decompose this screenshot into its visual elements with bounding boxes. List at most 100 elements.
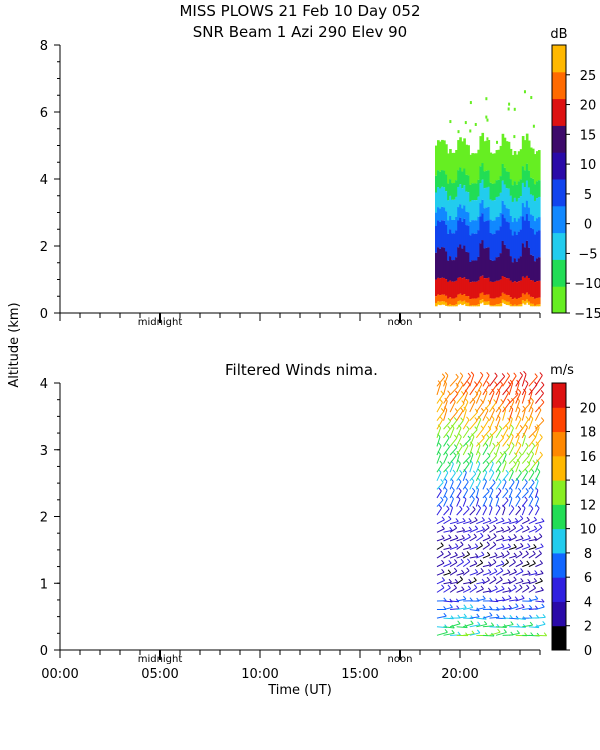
heatmap-cell <box>509 195 513 216</box>
wind-barb <box>535 623 546 628</box>
heatmap-cell <box>499 253 503 280</box>
heatmap-cell <box>513 281 517 298</box>
wind-barb <box>495 384 504 396</box>
colorbar-tick-label: 18 <box>580 426 597 441</box>
wind-barb <box>463 633 475 636</box>
heatmap-cell <box>459 244 462 278</box>
wind-barb <box>495 471 501 481</box>
wind-barb-flag <box>540 586 544 591</box>
wind-barb <box>528 538 537 542</box>
wind-barb <box>449 385 459 396</box>
wind-barb-flag <box>466 460 470 465</box>
wind-barb <box>443 632 455 636</box>
heatmap-cell <box>485 187 489 208</box>
wind-barb <box>515 545 524 550</box>
wind-barb-flag <box>440 496 444 501</box>
wind-barb <box>469 480 475 490</box>
heatmap-speckle <box>496 140 499 144</box>
wind-barb-flag <box>468 526 472 531</box>
colorbar-tick-label: 2 <box>584 620 592 635</box>
colorbar-segment <box>552 383 566 408</box>
wind-barb <box>482 481 488 490</box>
wind-barb <box>489 384 498 396</box>
y-tick-label: 4 <box>40 173 48 188</box>
winds-panel-title: Filtered Winds nima. <box>225 361 378 379</box>
wind-barb-flag <box>477 468 481 473</box>
wind-barb-flag <box>516 623 520 628</box>
wind-barb <box>535 573 544 576</box>
wind-barb-flag <box>498 478 502 483</box>
heatmap-cell <box>483 248 487 279</box>
wind-barb <box>469 374 475 387</box>
heatmap-cell <box>463 185 466 206</box>
heatmap-cell <box>437 187 440 208</box>
wind-barb-flag <box>518 451 522 456</box>
heatmap-cell <box>439 188 442 209</box>
wind-barb <box>489 418 495 430</box>
wind-barb-flag <box>486 460 490 465</box>
wind-barb <box>436 519 445 525</box>
wind-barb-flag <box>449 604 453 608</box>
heatmap-cell <box>437 220 440 248</box>
wind-barb <box>436 553 444 559</box>
heatmap-cell <box>451 199 454 220</box>
wind-barb-flag <box>477 415 482 420</box>
wind-barb-flag <box>486 434 490 438</box>
colorbar-segment <box>552 431 566 457</box>
heatmap-cell <box>503 184 507 205</box>
heatmap-speckle <box>469 129 472 133</box>
wind-barb <box>522 519 530 525</box>
wind-barb <box>456 410 464 421</box>
wind-barb <box>522 624 533 628</box>
wind-barb-flag <box>489 597 493 602</box>
heatmap-cell <box>503 137 507 168</box>
wind-barb-flag <box>451 624 455 629</box>
wind-barb <box>509 599 518 602</box>
colorbar-segment <box>552 71 566 100</box>
wind-barb <box>508 471 514 481</box>
heatmap-cell <box>491 298 495 306</box>
wind-barb-flag <box>448 578 452 583</box>
colorbar-segment <box>552 152 566 180</box>
wind-barb <box>495 409 502 421</box>
wind-barb <box>528 519 537 525</box>
wind-barb-flag <box>496 613 500 618</box>
heatmap-cell <box>531 215 535 230</box>
wind-barb <box>482 455 491 464</box>
heatmap-speckle <box>486 137 489 141</box>
wind-barb <box>443 587 451 593</box>
heatmap-cell <box>459 277 462 294</box>
wind-barb <box>449 507 453 516</box>
wind-barb-flag <box>513 576 517 581</box>
wind-barb-flag <box>479 559 484 564</box>
heatmap-cell <box>443 247 446 278</box>
wind-barb <box>449 463 454 473</box>
wind-barb <box>469 580 477 585</box>
heatmap-cell <box>481 179 485 200</box>
wind-barb <box>449 498 454 507</box>
heatmap-cell <box>453 281 456 299</box>
wind-barb-flag <box>453 452 457 456</box>
heatmap-cell <box>507 141 511 172</box>
colorbar-segment <box>552 528 566 554</box>
heatmap-cell <box>439 141 442 172</box>
wind-barb-flag <box>507 543 512 548</box>
heatmap-cell <box>535 198 539 219</box>
heatmap-cell <box>447 260 450 282</box>
wind-barb <box>515 626 526 628</box>
y-tick-label: 4 <box>40 377 48 392</box>
wind-barb <box>534 480 539 490</box>
heatmap-cell <box>489 259 493 282</box>
heatmap-cell <box>475 183 479 201</box>
wind-barb <box>522 537 531 542</box>
wind-barb <box>476 519 485 525</box>
wind-barb <box>482 498 488 507</box>
wind-barb-flag <box>539 524 543 528</box>
colorbar-segment <box>552 504 566 530</box>
wind-barb-flag <box>463 595 467 600</box>
wind-barb <box>522 607 532 611</box>
wind-barb-flag <box>533 525 538 530</box>
wind-barb-flag <box>466 425 470 430</box>
heatmap-cell <box>445 279 448 296</box>
heatmap-cell <box>441 277 444 295</box>
